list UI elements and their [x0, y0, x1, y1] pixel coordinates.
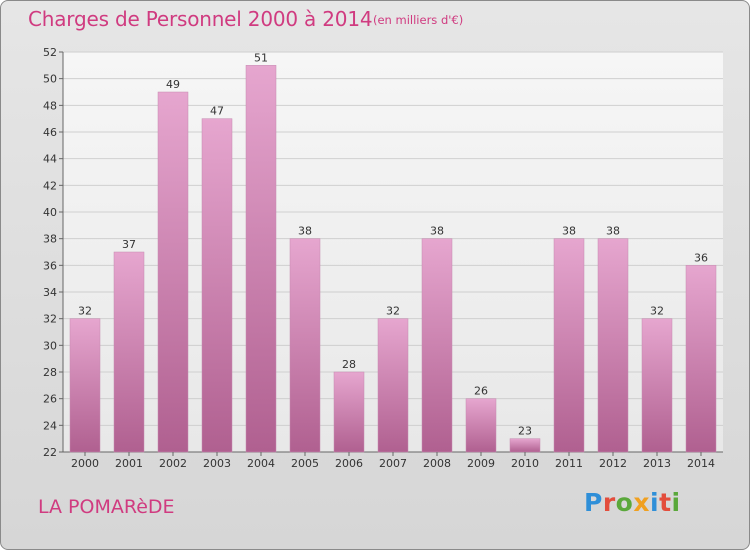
bar: [377, 318, 409, 453]
bar: [333, 371, 365, 453]
bar: [685, 265, 717, 453]
bar: [465, 398, 497, 453]
data-label: 47: [210, 105, 224, 118]
x-tick-label: 2005: [291, 457, 319, 470]
y-tick-label: 26: [43, 393, 57, 406]
bar: [641, 318, 673, 453]
y-tick-label: 40: [43, 206, 57, 219]
y-tick-label: 36: [43, 259, 57, 272]
logo-letter: o: [615, 488, 634, 517]
x-tick-label: 2000: [71, 457, 99, 470]
logo-letter: x: [633, 488, 650, 517]
data-label: 23: [518, 425, 532, 438]
bar: [597, 238, 629, 453]
chart-title: Charges de Personnel 2000 à 2014: [28, 7, 373, 31]
y-tick-label: 42: [43, 179, 57, 192]
data-label: 37: [122, 238, 136, 251]
bar: [201, 118, 233, 453]
data-label: 38: [562, 225, 576, 238]
y-tick-label: 28: [43, 366, 57, 379]
logo-letter: P: [584, 488, 603, 517]
y-tick-label: 48: [43, 99, 57, 112]
logo-letter: i: [671, 488, 681, 517]
x-tick-label: 2004: [247, 457, 275, 470]
y-tick-label: 50: [43, 73, 57, 86]
x-tick-label: 2009: [467, 457, 495, 470]
data-label: 51: [254, 51, 268, 64]
bar: [245, 65, 277, 453]
y-tick-label: 22: [43, 446, 57, 459]
bar: [69, 318, 101, 453]
data-label: 32: [650, 305, 664, 318]
data-label: 49: [166, 78, 180, 91]
x-tick-label: 2012: [599, 457, 627, 470]
logo-letter: r: [602, 488, 616, 517]
y-tick-label: 44: [43, 153, 57, 166]
x-tick-label: 2003: [203, 457, 231, 470]
data-label: 38: [298, 225, 312, 238]
data-label: 28: [342, 358, 356, 371]
chart-subtitle: (en milliers d'€): [373, 13, 464, 27]
x-tick-label: 2014: [687, 457, 715, 470]
y-tick-label: 24: [43, 419, 57, 432]
town-name: LA POMARèDE: [38, 496, 175, 518]
bar: [289, 238, 321, 453]
bar: [509, 438, 541, 453]
logo-letter: i: [650, 488, 660, 517]
y-tick-label: 32: [43, 313, 57, 326]
data-label: 32: [386, 305, 400, 318]
x-tick-label: 2013: [643, 457, 671, 470]
data-label: 36: [694, 251, 708, 264]
y-tick-label: 52: [43, 46, 57, 59]
x-tick-label: 2008: [423, 457, 451, 470]
x-tick-label: 2007: [379, 457, 407, 470]
x-tick-label: 2001: [115, 457, 143, 470]
x-tick-label: 2002: [159, 457, 187, 470]
x-tick-label: 2010: [511, 457, 539, 470]
logo-letter: t: [659, 488, 672, 517]
proxiti-logo: Proxiti: [584, 488, 681, 517]
data-label: 32: [78, 305, 92, 318]
data-label: 38: [430, 225, 444, 238]
y-tick-label: 34: [43, 286, 57, 299]
bar: [113, 251, 145, 453]
data-label: 38: [606, 225, 620, 238]
bar: [421, 238, 453, 453]
x-tick-label: 2006: [335, 457, 363, 470]
y-tick-label: 38: [43, 233, 57, 246]
x-tick-label: 2011: [555, 457, 583, 470]
y-tick-label: 46: [43, 126, 57, 139]
data-label: 26: [474, 385, 488, 398]
y-tick-label: 30: [43, 339, 57, 352]
bar: [553, 238, 585, 453]
bar: [157, 91, 189, 453]
